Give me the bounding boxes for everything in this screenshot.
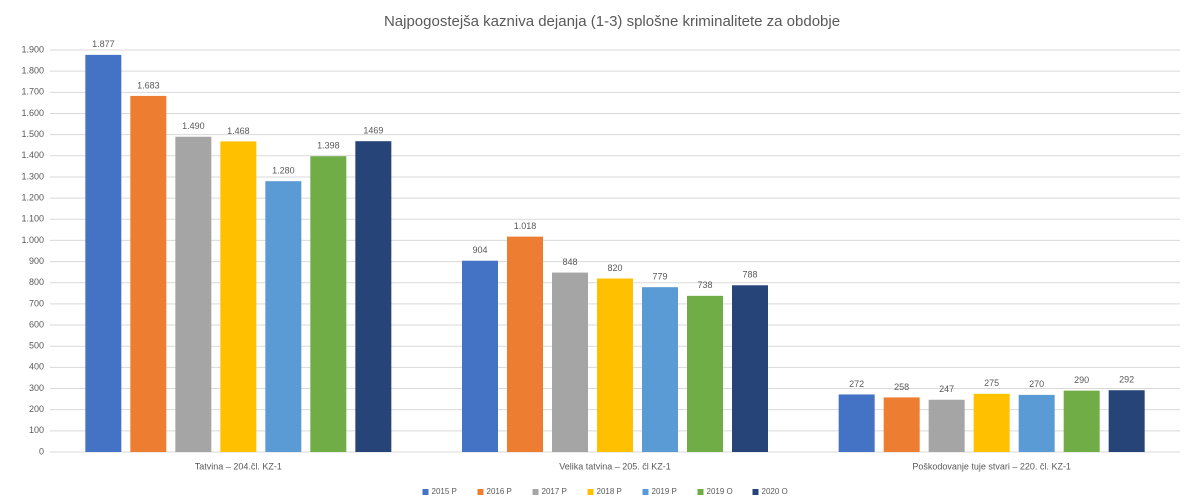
value-label: 1.490 bbox=[182, 121, 205, 131]
value-label: 738 bbox=[697, 280, 712, 290]
legend-label: 2017 P bbox=[542, 487, 567, 496]
value-label: 788 bbox=[742, 270, 757, 280]
value-label: 1.018 bbox=[514, 221, 537, 231]
y-tick-label: 400 bbox=[29, 362, 44, 372]
y-tick-label: 1.600 bbox=[21, 108, 44, 118]
bar bbox=[687, 295, 723, 452]
value-label: 848 bbox=[562, 257, 577, 267]
bar bbox=[973, 393, 1010, 452]
value-label: 292 bbox=[1119, 375, 1134, 385]
bar bbox=[85, 54, 122, 453]
bar bbox=[732, 285, 768, 452]
bar bbox=[928, 399, 965, 452]
y-tick-label: 0 bbox=[39, 446, 44, 456]
legend-label: 2015 P bbox=[432, 487, 457, 496]
value-label: 290 bbox=[1074, 375, 1089, 385]
bar bbox=[507, 236, 543, 452]
value-label: 275 bbox=[984, 378, 999, 388]
bar bbox=[220, 141, 257, 452]
value-label: 904 bbox=[472, 245, 487, 255]
bar bbox=[130, 95, 167, 452]
value-label: 1.280 bbox=[272, 166, 295, 176]
y-tick-label: 1.300 bbox=[21, 171, 44, 181]
value-label: 258 bbox=[894, 382, 909, 392]
value-label: 247 bbox=[939, 384, 954, 394]
y-tick-label: 200 bbox=[29, 404, 44, 414]
value-label: 1469 bbox=[363, 126, 383, 136]
x-tick-label: Tatvina – 204.čl. KZ-1 bbox=[195, 461, 282, 471]
legend-swatch bbox=[477, 489, 484, 495]
y-tick-label: 700 bbox=[29, 298, 44, 308]
legend-label: 2020 O bbox=[762, 487, 788, 496]
bar bbox=[175, 136, 212, 452]
value-label: 820 bbox=[607, 263, 622, 273]
bar bbox=[883, 397, 920, 452]
bar bbox=[1018, 394, 1055, 452]
legend-swatch bbox=[752, 489, 759, 495]
legend-swatch bbox=[587, 489, 594, 495]
bar bbox=[462, 260, 498, 452]
legend-swatch bbox=[422, 489, 429, 495]
y-tick-label: 600 bbox=[29, 319, 44, 329]
legend-label: 2019 O bbox=[707, 487, 733, 496]
y-tick-label: 1.000 bbox=[21, 235, 44, 245]
value-label: 272 bbox=[849, 379, 864, 389]
legend-label: 2018 P bbox=[597, 487, 622, 496]
y-tick-label: 300 bbox=[29, 383, 44, 393]
y-tick-label: 900 bbox=[29, 256, 44, 266]
bar bbox=[597, 278, 633, 452]
bar bbox=[642, 287, 678, 452]
legend-swatch bbox=[697, 489, 704, 495]
legend-label: 2016 P bbox=[487, 487, 512, 496]
bar bbox=[265, 181, 302, 452]
bar bbox=[1063, 390, 1100, 452]
value-label: 270 bbox=[1029, 379, 1044, 389]
value-label: 1.398 bbox=[317, 141, 340, 151]
legend-label: 2019 P bbox=[652, 487, 677, 496]
y-tick-label: 1.200 bbox=[21, 192, 44, 202]
x-tick-label: Poškodovanje tuje stvari – 220. čl. KZ-1 bbox=[912, 461, 1071, 471]
bar bbox=[838, 394, 875, 452]
bar bbox=[1108, 390, 1145, 452]
legend-swatch bbox=[532, 489, 539, 495]
y-tick-label: 1.900 bbox=[21, 44, 44, 54]
bar bbox=[355, 141, 392, 452]
y-tick-label: 100 bbox=[29, 425, 44, 435]
chart-title: Najpogostejša kazniva dejanja (1-3) splo… bbox=[384, 13, 840, 30]
y-tick-label: 1.500 bbox=[21, 129, 44, 139]
value-label: 1.468 bbox=[227, 126, 250, 136]
y-tick-label: 500 bbox=[29, 341, 44, 351]
y-tick-label: 1.700 bbox=[21, 87, 44, 97]
bar bbox=[310, 156, 347, 452]
x-tick-label: Velika tatvina – 205. čl KZ-1 bbox=[559, 461, 671, 471]
bar bbox=[552, 272, 588, 452]
y-tick-label: 1.400 bbox=[21, 150, 44, 160]
value-label: 1.683 bbox=[137, 80, 160, 90]
y-tick-label: 1.800 bbox=[21, 66, 44, 76]
y-tick-label: 1.100 bbox=[21, 214, 44, 224]
y-tick-label: 800 bbox=[29, 277, 44, 287]
value-label: 779 bbox=[652, 272, 667, 282]
legend-swatch bbox=[642, 489, 649, 495]
value-label: 1.877 bbox=[92, 39, 115, 49]
